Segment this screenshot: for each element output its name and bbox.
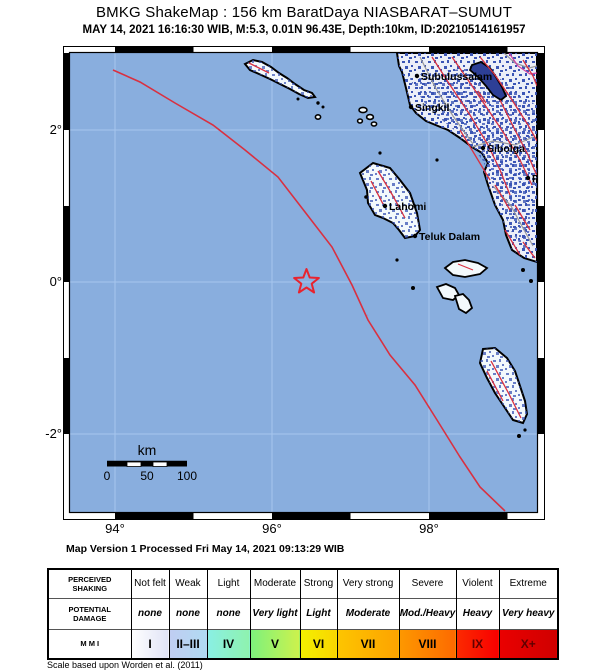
city-dot-sibolga xyxy=(480,145,486,151)
mmi-cell: I xyxy=(130,628,169,659)
potential-damage-row: POTENTIAL DAMAGE none none none Very lig… xyxy=(48,597,558,629)
city-label-pa: Pa xyxy=(532,173,545,185)
scale-bar: km 0 50 100 xyxy=(104,442,198,483)
city-label-sibolga: Sibolga xyxy=(487,143,525,155)
scale-tick-50: 50 xyxy=(140,469,154,483)
x-tick-98: 98° xyxy=(419,521,439,536)
x-tick-96: 96° xyxy=(262,521,282,536)
mmi-cell: V xyxy=(249,628,300,659)
mmi-cell: VIII xyxy=(398,628,456,659)
legend-footnote: Scale based upon Worden et al. (2011) xyxy=(47,660,203,670)
damage-cell: Very light xyxy=(249,597,300,629)
intensity-legend-table: PERCEIVED SHAKING Not felt Weak Light Mo… xyxy=(47,568,559,660)
shaking-cell: Extreme xyxy=(498,569,558,598)
damage-cell: none xyxy=(206,597,250,629)
x-tick-94: 94° xyxy=(105,521,125,536)
damage-cell: Heavy xyxy=(455,597,499,629)
damage-cell: none xyxy=(168,597,207,629)
damage-cell: Mod./Heavy xyxy=(398,597,456,629)
city-label-lahomi: Lahomi xyxy=(389,201,426,213)
mmi-row: M M I I II–III IV V VI VII VIII IX X+ xyxy=(48,628,558,659)
y-tick-0: 0° xyxy=(49,274,62,289)
shaking-cell: Weak xyxy=(168,569,207,598)
shaking-cell: Moderate xyxy=(249,569,300,598)
scale-tick-0: 0 xyxy=(104,469,111,483)
shaking-cell: Severe xyxy=(398,569,456,598)
page-title: BMKG ShakeMap : 156 km BaratDaya NIASBAR… xyxy=(95,4,513,21)
y-tick-2: 2° xyxy=(49,122,62,137)
city-dot-pa xyxy=(525,175,531,181)
row-header-mmi: M M I xyxy=(48,628,131,659)
scale-tick-100: 100 xyxy=(177,469,197,483)
damage-cell: Moderate xyxy=(336,597,399,629)
siberut-island xyxy=(478,346,529,438)
sunda-trench xyxy=(112,69,506,512)
map-version-caption: Map Version 1 Processed Fri May 14, 2021… xyxy=(66,543,345,555)
city-label-teluk-dalam: Teluk Dalam xyxy=(419,231,480,243)
epicenter-star xyxy=(293,268,320,294)
mmi-cell: IV xyxy=(206,628,250,659)
fault-lines xyxy=(431,56,537,259)
mmi-cell: IX xyxy=(455,628,499,659)
row-header-shaking: PERCEIVED SHAKING xyxy=(68,574,112,593)
shaking-cell: Very strong xyxy=(336,569,399,598)
scale-bar-unit: km xyxy=(138,442,157,458)
row-header-damage: POTENTIAL DAMAGE xyxy=(48,597,131,629)
shaking-cell: Violent xyxy=(455,569,499,598)
city-labels: Subulussalam Singkil Sibolga Pa Lahomi T… xyxy=(382,71,545,243)
mmi-cell: VI xyxy=(299,628,337,659)
mmi-cell: VII xyxy=(336,628,399,659)
damage-cell: none xyxy=(130,597,169,629)
damage-cell: Light xyxy=(299,597,337,629)
mmi-cell: II–III xyxy=(168,628,207,659)
city-dot-teluk-dalam xyxy=(412,233,418,239)
perceived-shaking-row: PERCEIVED SHAKING Not felt Weak Light Mo… xyxy=(48,569,558,598)
damage-cell: Very heavy xyxy=(498,597,558,629)
city-dot-lahomi xyxy=(382,203,388,209)
shaking-cell: Strong xyxy=(299,569,337,598)
y-tick-neg2: -2° xyxy=(45,426,62,441)
shaking-cell: Light xyxy=(206,569,250,598)
province-boundary xyxy=(508,53,537,75)
event-subtitle: MAY 14, 2021 16:16:30 WIB, M:5.3, 0.01N … xyxy=(82,24,526,36)
city-dot-singkil xyxy=(408,104,414,110)
city-dot-subulussalam xyxy=(414,73,420,79)
mmi-cell: X+ xyxy=(498,628,558,659)
city-label-subulussalam: Subulussalam xyxy=(421,71,492,83)
shakemap-map: Subulussalam Singkil Sibolga Pa Lahomi T… xyxy=(63,46,545,520)
city-label-singkil: Singkil xyxy=(415,102,450,114)
shaking-cell: Not felt xyxy=(130,569,169,598)
